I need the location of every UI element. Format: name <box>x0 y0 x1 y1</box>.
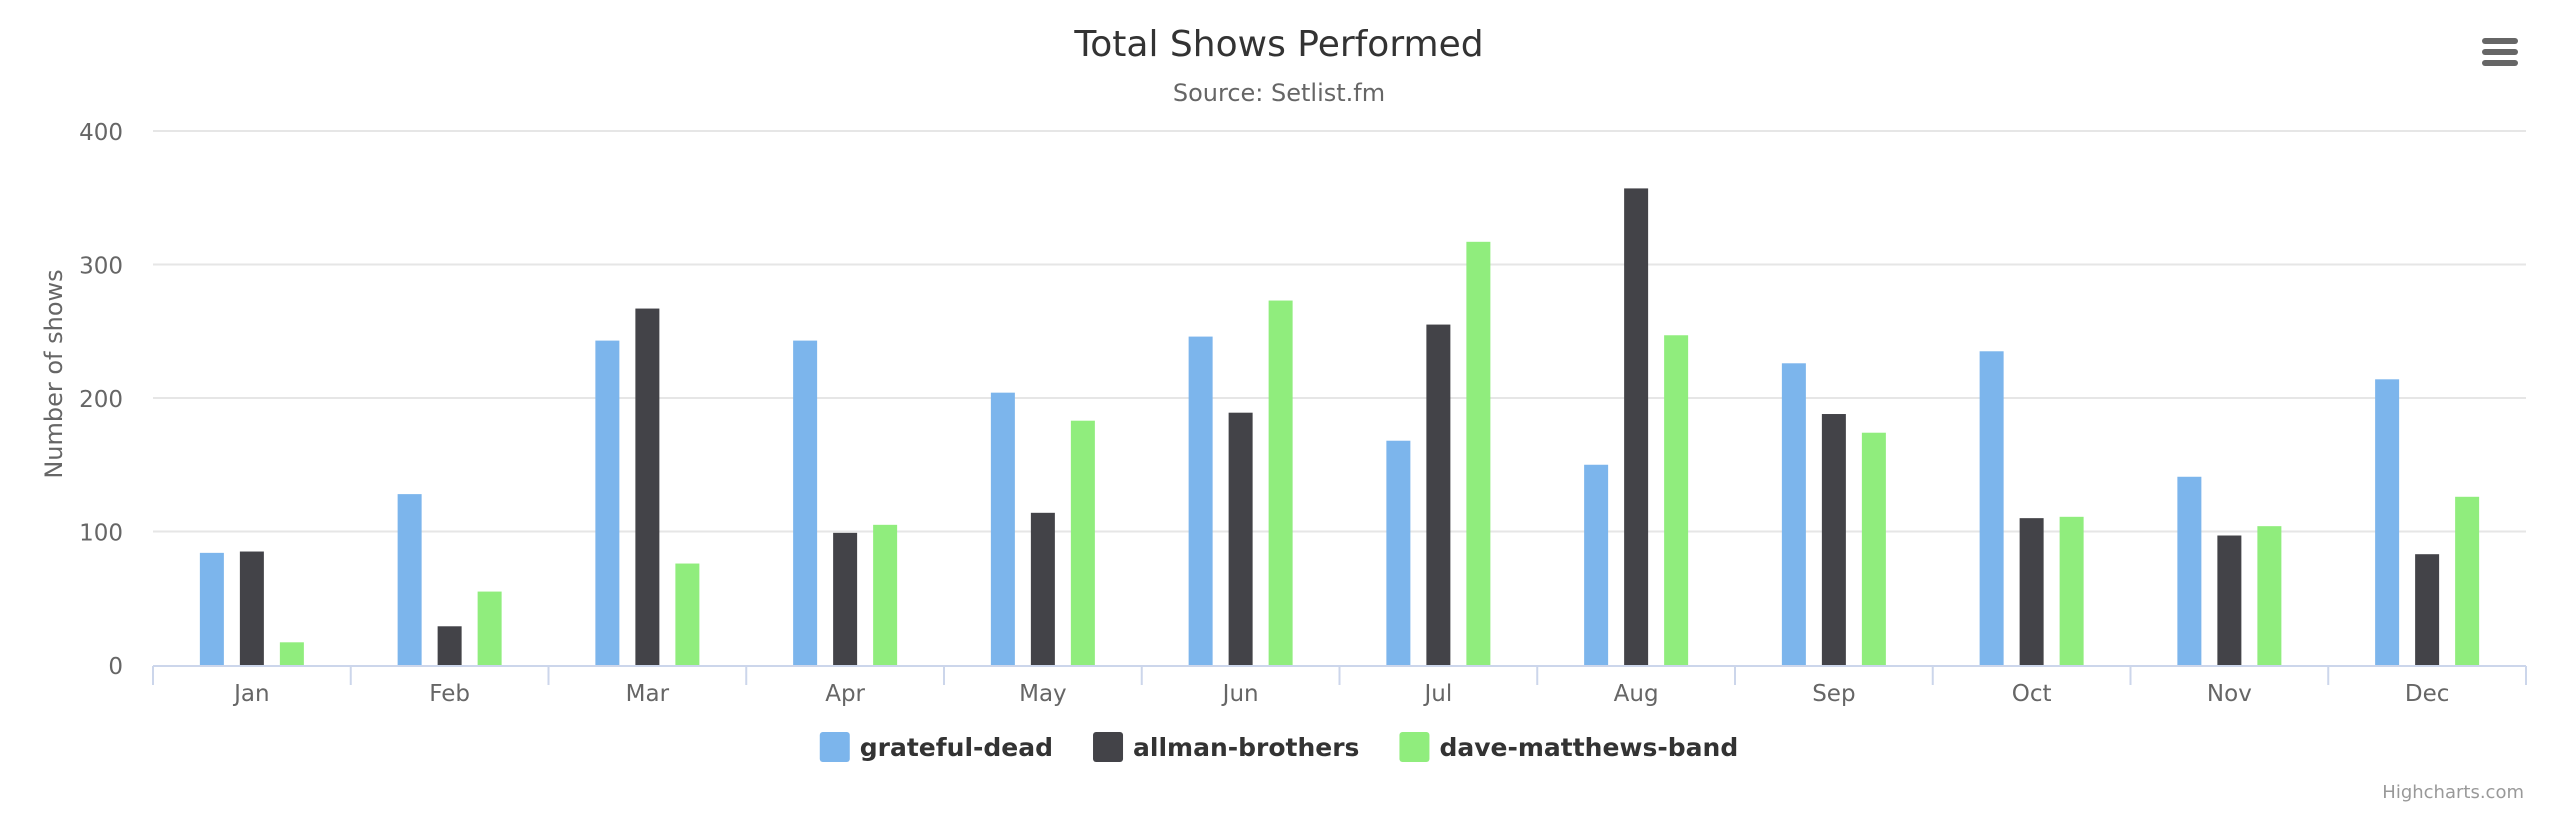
bar-allman-brothers-mar[interactable] <box>635 308 660 665</box>
bar-grateful-dead-jun[interactable] <box>1188 336 1213 665</box>
bar-dave-matthews-band-jun[interactable] <box>1268 300 1293 665</box>
bar-grateful-dead-oct[interactable] <box>1979 351 2004 665</box>
bar-grateful-dead-jul[interactable] <box>1386 440 1411 665</box>
bar-grateful-dead-nov[interactable] <box>2177 476 2202 665</box>
bar-dave-matthews-band-oct[interactable] <box>2059 516 2084 665</box>
bar-allman-brothers-apr[interactable] <box>833 532 858 665</box>
bar-dave-matthews-band-aug[interactable] <box>1664 335 1689 665</box>
context-menu-button[interactable] <box>2468 22 2528 72</box>
bar-series <box>199 188 2480 665</box>
y-tick-label: 0 <box>108 654 123 680</box>
x-tick-label: Feb <box>429 681 470 707</box>
bar-dave-matthews-band-apr[interactable] <box>873 524 898 665</box>
legend: grateful-dead allman-brothers dave-matthew… <box>819 732 1738 762</box>
bar-allman-brothers-jun[interactable] <box>1228 412 1253 665</box>
chart-subtitle: Source: Setlist.fm <box>1173 79 1385 107</box>
y-tick-label: 400 <box>79 120 123 146</box>
y-axis-title: Number of shows <box>40 269 68 478</box>
chart-title: Total Shows Performed <box>1073 24 1483 65</box>
credits-link[interactable]: Highcharts.com <box>2382 782 2524 803</box>
bar-grateful-dead-apr[interactable] <box>793 340 818 665</box>
legend-label: allman-brothers <box>1133 733 1359 762</box>
series-allman-brothers <box>239 188 2440 665</box>
bar-grateful-dead-mar[interactable] <box>595 340 620 665</box>
series-grateful-dead <box>199 336 2400 665</box>
x-tick-label: Mar <box>626 681 670 707</box>
bar-allman-brothers-feb[interactable] <box>437 626 462 665</box>
y-tick-label: 100 <box>79 521 123 547</box>
bar-allman-brothers-sep[interactable] <box>1821 414 1846 665</box>
y-tick-label: 200 <box>79 387 123 413</box>
x-tick-label: Apr <box>825 681 865 707</box>
y-axis-labels: 0 100 200 300 400 <box>79 120 123 680</box>
series-dave-matthews-band <box>279 241 2480 665</box>
bar-dave-matthews-band-jul[interactable] <box>1466 241 1491 665</box>
x-axis: Jan Feb Mar Apr May Jun Jul Aug Sep Oct Nov Dec <box>152 665 2527 707</box>
bar-dave-matthews-band-mar[interactable] <box>675 563 700 665</box>
bar-allman-brothers-may[interactable] <box>1030 512 1055 665</box>
legend-swatch <box>819 732 850 762</box>
x-tick-label: Aug <box>1614 681 1659 707</box>
bar-allman-brothers-aug[interactable] <box>1624 188 1649 665</box>
x-tick-label: Oct <box>2012 681 2052 707</box>
x-tick-label: Nov <box>2207 681 2252 707</box>
bar-allman-brothers-nov[interactable] <box>2217 535 2242 665</box>
bar-grateful-dead-feb[interactable] <box>397 494 422 665</box>
bar-grateful-dead-may[interactable] <box>990 392 1015 665</box>
bar-dave-matthews-band-sep[interactable] <box>1861 432 1886 665</box>
bar-grateful-dead-sep[interactable] <box>1781 363 1806 665</box>
bar-allman-brothers-oct[interactable] <box>2019 518 2044 665</box>
x-tick-label: Jan <box>232 681 269 707</box>
x-tick-label: Dec <box>2405 681 2450 707</box>
bar-dave-matthews-band-jan[interactable] <box>279 642 304 665</box>
x-tick-label: Jul <box>1422 681 1452 707</box>
legend-swatch <box>1399 732 1430 762</box>
legend-item-grateful-dead[interactable]: grateful-dead <box>819 732 1053 762</box>
legend-label: grateful-dead <box>860 733 1053 762</box>
legend-label: dave-matthews-band <box>1439 733 1738 762</box>
bar-grateful-dead-dec[interactable] <box>2375 379 2400 665</box>
bar-dave-matthews-band-dec[interactable] <box>2455 496 2480 665</box>
legend-item-dave-matthews-band[interactable]: dave-matthews-band <box>1399 732 1738 762</box>
x-tick-label: May <box>1019 681 1067 707</box>
hamburger-menu-icon <box>2482 38 2518 66</box>
legend-swatch <box>1093 732 1124 762</box>
bar-allman-brothers-jul[interactable] <box>1426 324 1451 665</box>
bar-dave-matthews-band-feb[interactable] <box>477 591 502 665</box>
bar-dave-matthews-band-may[interactable] <box>1070 420 1095 665</box>
gridlines <box>153 130 2526 533</box>
x-tick-label: Jun <box>1221 681 1259 707</box>
legend-item-allman-brothers[interactable]: allman-brothers <box>1093 732 1359 762</box>
bar-dave-matthews-band-nov[interactable] <box>2257 526 2282 665</box>
bar-grateful-dead-jan[interactable] <box>199 552 224 665</box>
bar-allman-brothers-jan[interactable] <box>239 551 264 665</box>
bar-allman-brothers-dec[interactable] <box>2415 554 2440 665</box>
x-tick-label: Sep <box>1812 681 1855 707</box>
y-tick-label: 300 <box>79 254 123 280</box>
bar-grateful-dead-aug[interactable] <box>1584 464 1609 665</box>
